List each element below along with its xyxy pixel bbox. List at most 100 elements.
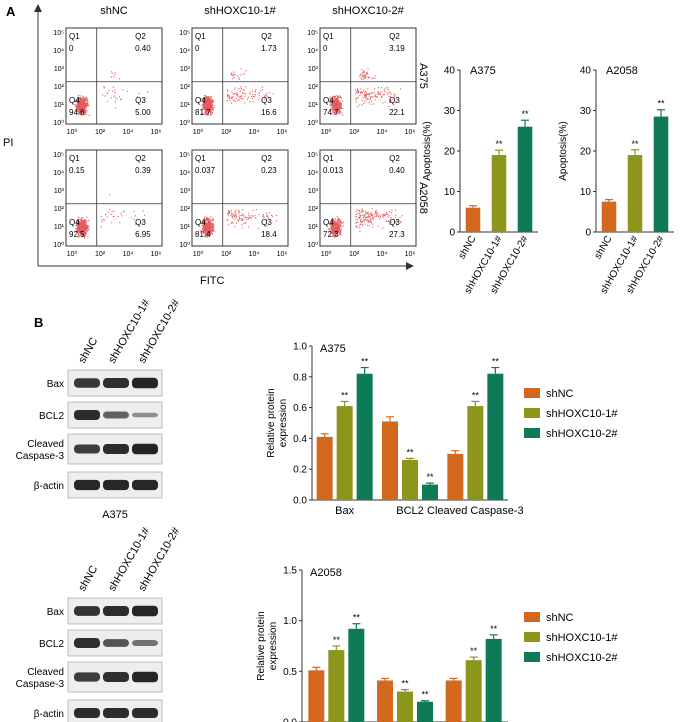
expression-y-tick-label: 0.0 bbox=[283, 718, 297, 722]
blot-protein-label: β-actin bbox=[34, 481, 64, 492]
flow-x-tick-label: 10⁶ bbox=[405, 251, 416, 258]
flow-plot: Q1 0.037 Q2 0.23 Q4 81.4 Q3 18.4 10⁰ 10¹ 10² 10³ 10⁴… bbox=[179, 149, 289, 258]
flow-x-tick-label: 10⁰ bbox=[193, 250, 204, 258]
flow-y-tick-label: 10⁵ bbox=[179, 30, 190, 37]
legend-swatch bbox=[524, 652, 540, 662]
flow-scatter-points bbox=[200, 68, 274, 116]
flow-scatter-points bbox=[327, 208, 403, 238]
flow-x-axis-label: FITC bbox=[200, 275, 224, 287]
blot-band bbox=[132, 639, 158, 647]
flow-column-title: shHOXC10-2# bbox=[332, 5, 404, 17]
flow-q4-label: Q4 bbox=[195, 218, 206, 227]
blot-protein-label: Bax bbox=[47, 607, 64, 618]
flow-q2-value: 0.40 bbox=[135, 44, 151, 53]
expression-y-tick-label: 0.6 bbox=[293, 403, 307, 414]
flow-q4-value: 81.7 bbox=[195, 108, 211, 117]
flow-q1-value: 0.037 bbox=[195, 166, 216, 175]
flow-y-tick-label: 10² bbox=[308, 84, 319, 91]
legend-swatch bbox=[524, 388, 540, 398]
legend-label: shHOXC10-1# bbox=[546, 408, 618, 420]
flow-y-tick-label: 10⁰ bbox=[53, 119, 64, 127]
flow-x-tick-label: 10² bbox=[349, 251, 360, 258]
flow-x-tick-label: 10⁶ bbox=[405, 129, 416, 136]
flow-q4-label: Q4 bbox=[323, 218, 334, 227]
blot-band bbox=[103, 672, 129, 682]
flow-row-label: A375 bbox=[417, 63, 429, 89]
expression-bar bbox=[467, 406, 484, 500]
blot-protein-label: β-actin bbox=[34, 709, 64, 720]
flow-y-tick-label: 10⁴ bbox=[179, 48, 190, 55]
flow-y-axis-label: PI bbox=[3, 137, 13, 149]
blot-band bbox=[103, 707, 129, 719]
flow-q1-value: 0 bbox=[323, 44, 328, 53]
flow-x-tick-label: 10² bbox=[221, 251, 232, 258]
flow-y-tick-label: 10¹ bbox=[54, 102, 65, 109]
flow-x-tick-label: 10⁴ bbox=[123, 129, 134, 136]
expression-bar bbox=[402, 459, 418, 500]
apoptosis-bar bbox=[465, 207, 481, 232]
apoptosis-y-tick-label: 40 bbox=[444, 66, 456, 77]
apoptosis-category-label: shNC bbox=[593, 234, 615, 261]
legend-label: shNC bbox=[546, 612, 574, 624]
expression-y-axis-label-line2: expression bbox=[278, 399, 289, 447]
flow-y-tick-label: 10¹ bbox=[308, 224, 319, 231]
legend-label: shHOXC10-2# bbox=[546, 652, 618, 664]
flow-y-tick-label: 10⁵ bbox=[53, 30, 64, 37]
expression-y-tick-label: 0.0 bbox=[293, 496, 307, 507]
blot-band bbox=[74, 638, 100, 648]
flow-plot: Q1 0.013 Q2 0.40 Q4 72.3 Q3 27.3 10⁰ 10¹ 10² 10³ 10⁴… bbox=[307, 149, 417, 258]
expression-chart-4: 0.0 0.5 1.0 1.5 A2058 Relative proteinexpress… bbox=[256, 566, 618, 722]
flow-q2-label: Q2 bbox=[389, 154, 400, 163]
flow-q1-value: 0 bbox=[195, 44, 200, 53]
blot-protein-label: Cleaved bbox=[27, 439, 64, 450]
apoptosis-significance: ** bbox=[521, 109, 529, 119]
expression-chart-title: A375 bbox=[320, 343, 346, 355]
flow-q2-value: 3.19 bbox=[389, 44, 405, 53]
flow-y-tick-label: 10³ bbox=[54, 66, 65, 73]
apoptosis-bar bbox=[517, 126, 533, 232]
apoptosis-y-tick-label: 10 bbox=[444, 187, 456, 198]
flow-q4-label: Q4 bbox=[69, 218, 80, 227]
flow-q3-value: 18.4 bbox=[261, 230, 277, 239]
flow-x-tick-label: 10⁴ bbox=[249, 251, 260, 258]
blot-band bbox=[74, 606, 100, 616]
legend-swatch bbox=[524, 632, 540, 642]
flow-q1-label: Q1 bbox=[69, 32, 80, 41]
apoptosis-y-tick-label: 30 bbox=[444, 106, 456, 117]
expression-bar bbox=[308, 670, 325, 722]
western-blot-A2058: shNC shHOXC10-1#shHOXC10-2#BaxBCL2Cleaved… bbox=[16, 525, 183, 722]
expression-significance: ** bbox=[401, 679, 409, 689]
flow-y-tick-label: 10³ bbox=[180, 66, 191, 73]
expression-bar bbox=[377, 680, 393, 722]
legend-swatch bbox=[524, 612, 540, 622]
flow-scatter-points bbox=[74, 194, 146, 239]
flow-x-tick-label: 10² bbox=[221, 129, 232, 136]
flow-y-tick-label: 10³ bbox=[308, 66, 319, 73]
expression-bar bbox=[465, 660, 482, 722]
flow-y-tick-label: 10⁵ bbox=[307, 30, 318, 37]
apoptosis-y-axis-label: Apoptosis(%) bbox=[422, 121, 433, 180]
expression-y-axis-label: Relative protein bbox=[266, 388, 277, 457]
apoptosis-y-tick-label: 0 bbox=[585, 228, 591, 239]
flow-q4-label: Q4 bbox=[195, 96, 206, 105]
flow-y-tick-label: 10² bbox=[180, 84, 191, 91]
flow-y-axis-arrowhead bbox=[34, 4, 42, 12]
apoptosis-significance: ** bbox=[631, 139, 639, 149]
flow-q2-label: Q2 bbox=[261, 32, 272, 41]
apoptosis-bar bbox=[491, 155, 507, 232]
blot-lane-label: shNC bbox=[76, 564, 100, 594]
flow-plot: Q1 0 Q2 3.19 Q4 74.7 Q3 22.1 10⁰ 10¹ 10² 10³ 10⁴ 10⁵ 1… bbox=[307, 27, 417, 136]
flow-x-tick-label: 10² bbox=[95, 251, 106, 258]
flow-y-tick-label: 10¹ bbox=[180, 102, 191, 109]
expression-chart-title: A2058 bbox=[310, 567, 342, 579]
flow-y-tick-label: 10⁴ bbox=[179, 170, 190, 177]
expression-significance: ** bbox=[353, 613, 361, 623]
flow-q3-value: 22.1 bbox=[389, 108, 405, 117]
expression-bar bbox=[336, 406, 353, 500]
flow-q4-label: Q4 bbox=[323, 96, 334, 105]
expression-significance: ** bbox=[490, 624, 498, 634]
expression-bar bbox=[397, 691, 413, 722]
blot-lane-label: shNC bbox=[76, 336, 100, 366]
flow-y-tick-label: 10⁰ bbox=[179, 119, 190, 127]
